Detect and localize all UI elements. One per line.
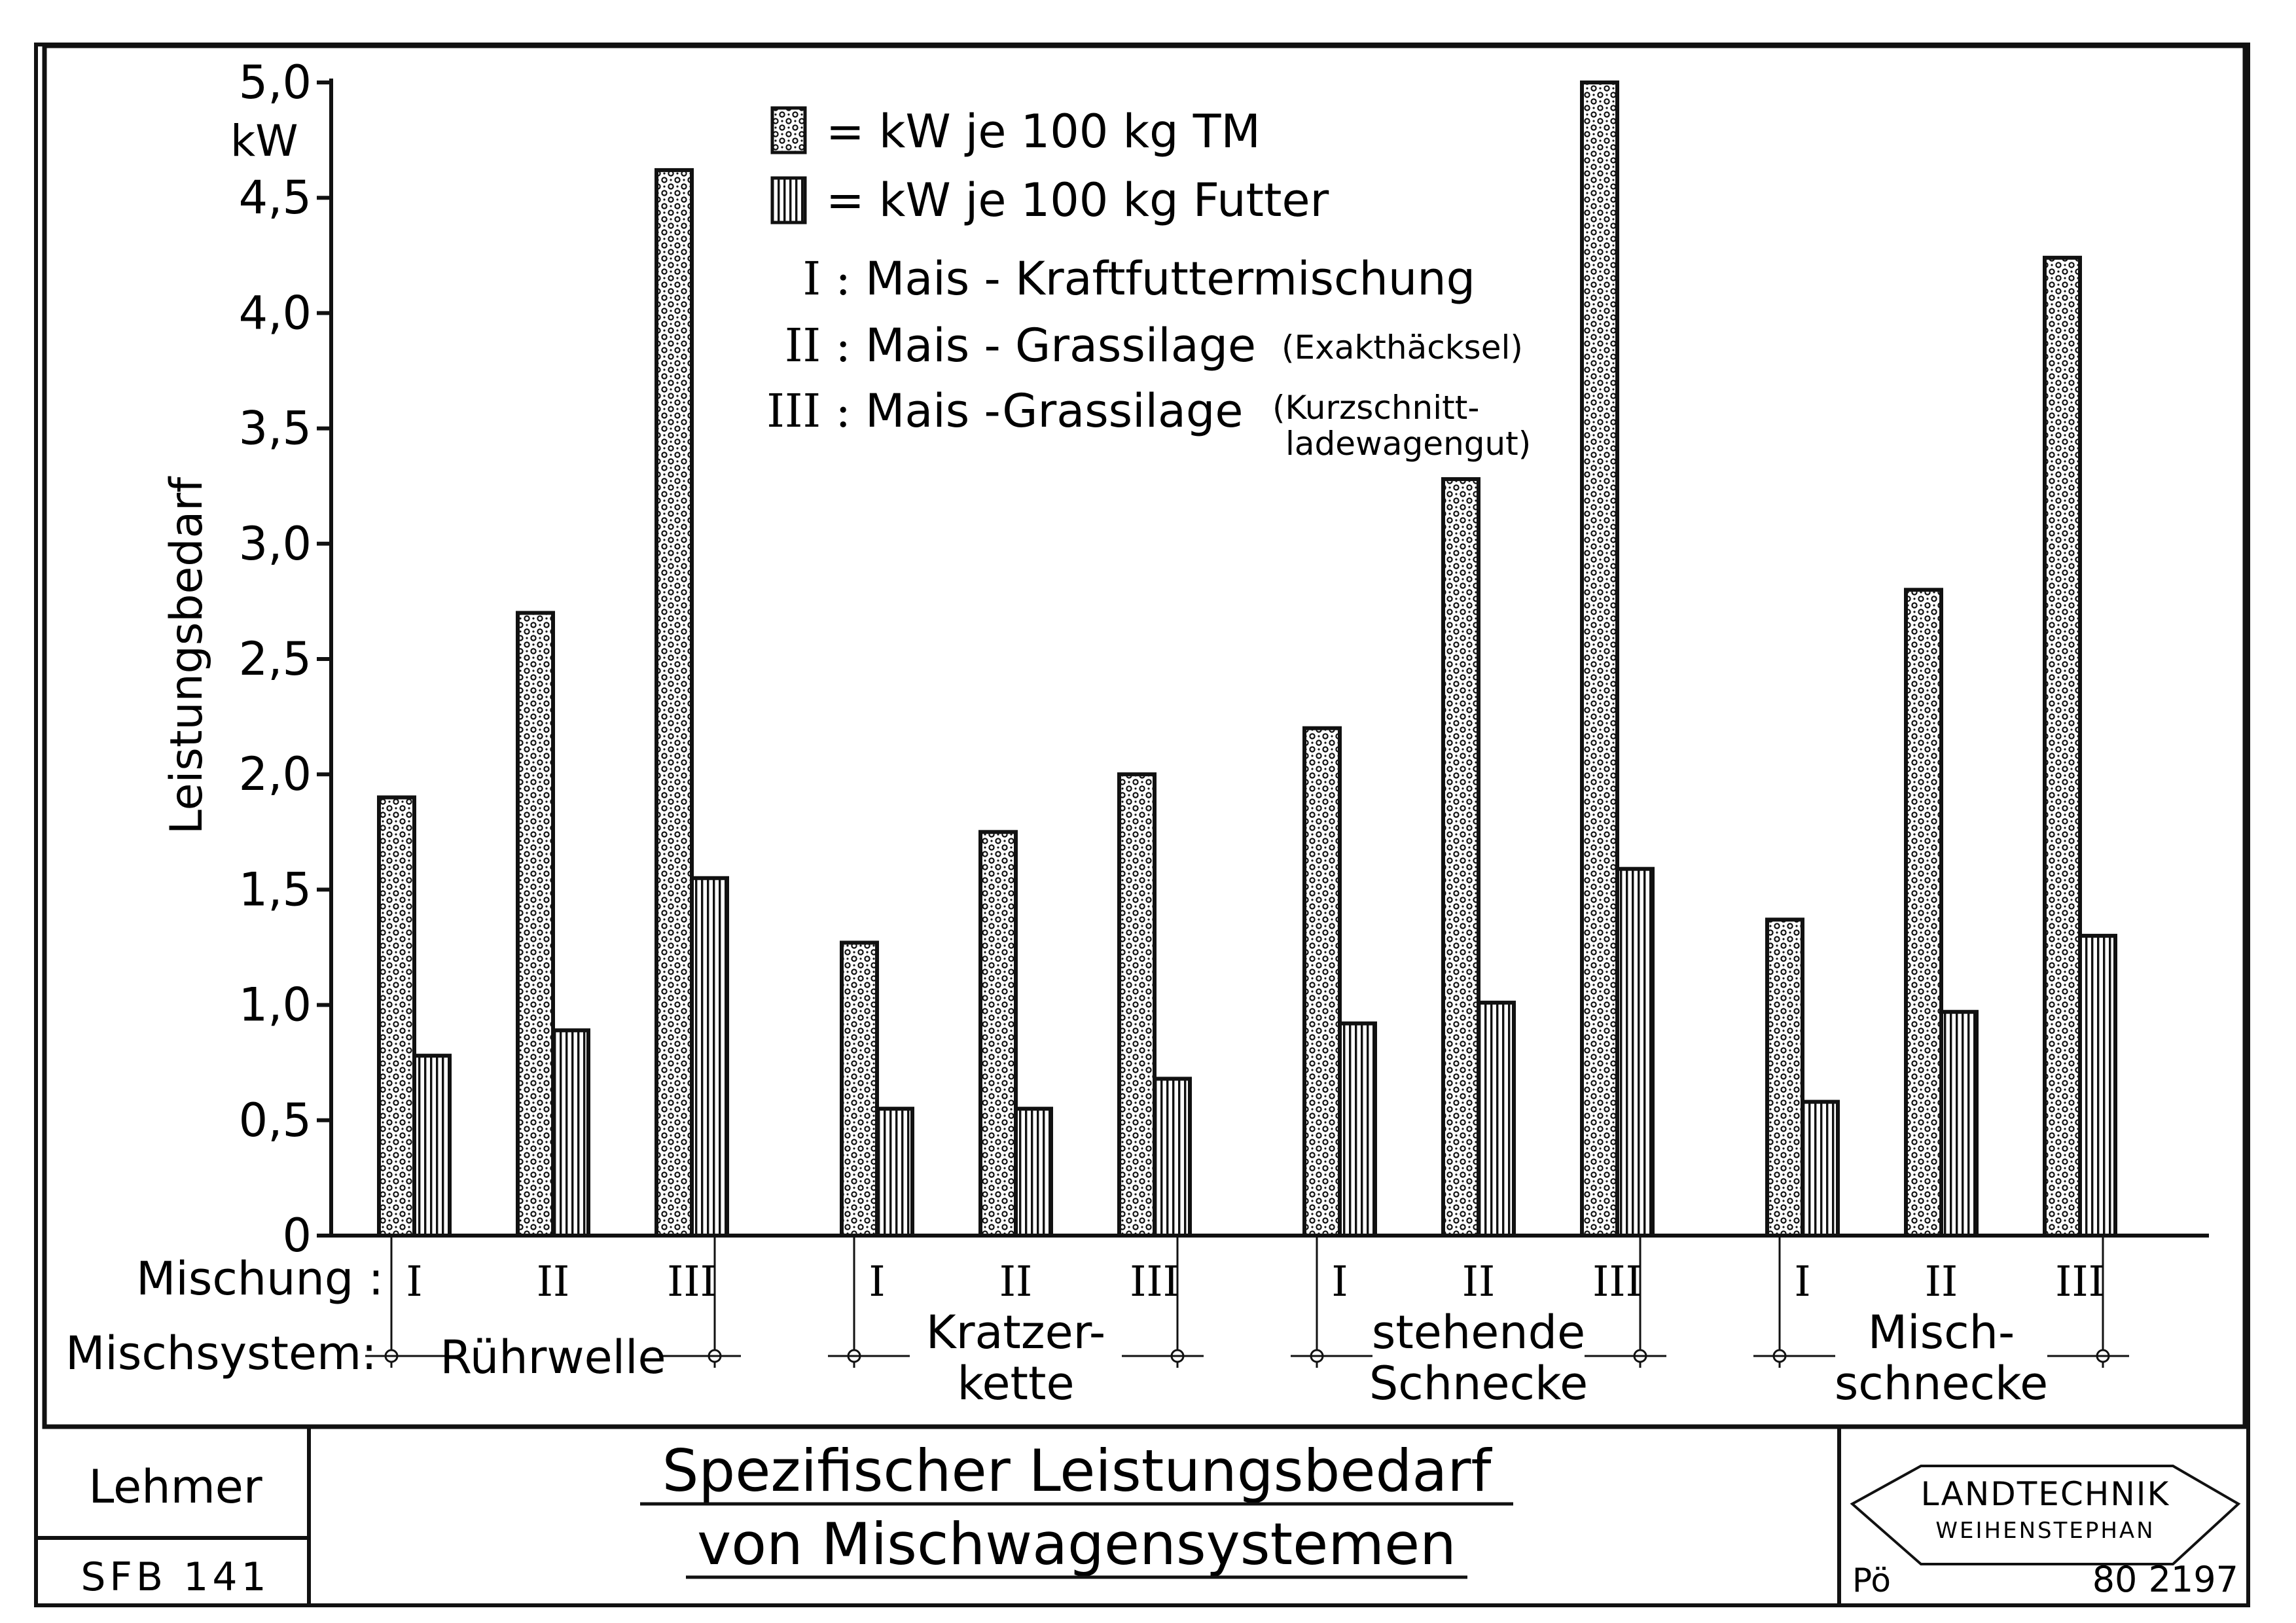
bar-futter [1153,1077,1192,1238]
y-axis-label: Leistungsbedarf [161,476,213,834]
bar-futter [2078,933,2117,1238]
y-tick-label: 0 [282,1209,312,1262]
bar-futter [690,876,729,1238]
system-label: Schnecke [1369,1357,1588,1410]
mixture-labels: I II III I II III I II III I II III [406,1258,2105,1306]
mischsystem-row-label: Mischsystem: [65,1327,377,1380]
mixture-label: I [869,1258,885,1306]
sheet-title-line2: von Mischwagensystemen [697,1510,1456,1578]
logo-text-1: LANDTECHNIK [1921,1475,2170,1513]
bar-futter [875,1107,914,1238]
legend-label-futter: = kW je 100 kg Futter [826,173,1329,227]
y-tick-label: 3,0 [239,517,312,571]
note-key-1: I : [803,252,852,306]
mixture-label: II [1462,1258,1496,1306]
system-label: Misch- [1868,1306,2015,1359]
bar-tm [655,168,694,1238]
bar-futter [1801,1099,1840,1238]
system-label: schnecke [1835,1357,2048,1410]
note-extra-3b: ladewagengut) [1285,425,1531,463]
bar-tm [1117,772,1157,1238]
bar-tm [2043,255,2082,1238]
note-text-2: Mais - Grassilage [865,319,1256,372]
y-tick-label: 2,5 [239,632,312,686]
mixture-label: III [667,1258,717,1306]
y-unit: kW [230,116,298,166]
sheet-title-line1: Spezifischer Leistungsbedarf [662,1437,1493,1505]
legend-label-tm: = kW je 100 kg TM [826,105,1261,158]
mixture-label: III [2055,1258,2105,1306]
mixture-label: II [1925,1258,1958,1306]
group-dividers [365,1236,2129,1368]
title-block: Lehmer SFB 141 Spezifischer Leistungsbed… [36,1427,2241,1605]
project-code: SFB 141 [81,1554,270,1600]
author-name: Lehmer [88,1460,262,1514]
y-tick-label: 0,5 [239,1094,312,1147]
system-label: kette [957,1357,1074,1410]
mixture-label: I [1331,1258,1348,1306]
drawer-initials: Pö [1852,1561,1891,1599]
mischung-row-label: Mischung : [136,1252,384,1306]
bar-tm [1904,588,1943,1238]
system-label: Rührwelle [440,1330,666,1384]
bar-futter [1939,1010,1979,1238]
mixture-label: II [999,1258,1033,1306]
system-label: Kratzer- [926,1306,1105,1359]
system-label: stehende [1372,1306,1585,1359]
mixture-label: III [1130,1258,1179,1306]
note-key-3: III : [766,384,851,438]
bar-tm [1441,477,1480,1238]
bar-tm [377,795,416,1238]
bar-futter [1615,866,1655,1238]
bar-futter [551,1028,590,1238]
bar-tm [1302,726,1342,1238]
y-tick-label: 4,0 [239,286,312,340]
logo-text-2: WEIHENSTEPHAN [1935,1518,2155,1544]
note-key-2: II : [785,319,851,372]
y-tick-label: 1,0 [239,978,312,1032]
note-text-3: Mais -Grassilage [865,384,1243,438]
y-tick-label: 4,5 [239,171,312,224]
legend-swatch-dots [770,106,807,154]
bar-futter [1477,1001,1516,1238]
bar-futter [1014,1107,1053,1238]
y-tick-label: 3,5 [239,402,312,455]
bar-tm [1580,80,1619,1238]
bar-tm [840,940,879,1238]
y-tick-label: 1,5 [239,863,312,916]
mixture-label: III [1592,1258,1642,1306]
bar-futter [1338,1021,1377,1238]
y-ticks: 0 0,5 1,0 1,5 2,0 2,5 3,0 3,5 4,0 4,5 5,0 [239,56,331,1262]
legend-swatch-stripes [770,176,807,224]
bars [377,80,2117,1238]
bar-futter [412,1054,452,1238]
y-tick-label: 2,0 [239,747,312,801]
bar-tm [1765,918,1804,1238]
mixture-label: I [1794,1258,1810,1306]
bar-tm [978,830,1018,1238]
y-tick-label: 5,0 [239,56,312,109]
note-text-1: Mais - Kraftfuttermischung [865,252,1475,306]
mixture-label: II [537,1258,570,1306]
logo-diamond [1850,1465,2241,1565]
mixture-label: I [406,1258,422,1306]
drawing-number: 80 2197 [2092,1559,2238,1600]
note-extra-3a: (Kurzschnitt- [1272,389,1479,427]
note-extra-2: (Exakthäcksel) [1282,329,1523,366]
legend: = kW je 100 kg TM = kW je 100 kg Futter … [766,105,1531,463]
bar-tm [516,611,555,1238]
